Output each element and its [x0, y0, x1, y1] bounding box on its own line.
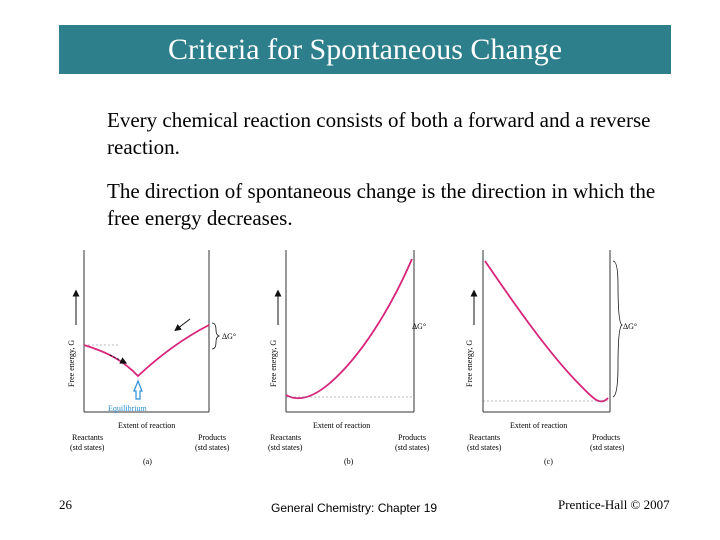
- panel-a-y-label: Free energy, G: [67, 340, 76, 387]
- panel-b-caption: (b): [344, 457, 354, 466]
- paragraph-spontaneous-direction: The direction of spontaneous change is t…: [107, 179, 656, 230]
- panel-c-products-std-label: (std states): [590, 443, 625, 452]
- panel-b-curve: [285, 258, 413, 400]
- panel-b-products-label: Products: [398, 433, 426, 442]
- panel-b-reactants-label: Reactants: [270, 433, 301, 442]
- panel-a-reactants-label: Reactants: [72, 433, 103, 442]
- panel-a-caption: (a): [143, 457, 152, 466]
- panel-c-products-label: Products: [592, 433, 620, 442]
- slide-title: Criteria for Spontaneous Change: [59, 25, 671, 74]
- panel-a: Free energy, G ΔG° Equilibrium Extent of…: [67, 250, 236, 466]
- panel-b-reactants-std-label: (std states): [268, 443, 303, 452]
- paragraph-forward-reverse: Every chemical reaction consists of both…: [107, 108, 651, 159]
- panel-a-descent-arrow-left: [109, 354, 128, 364]
- free-energy-diagrams: Free energy, G ΔG° Equilibrium Extent of…: [67, 250, 637, 466]
- equilibrium-label: Equilibrium: [108, 404, 147, 413]
- panel-c-reactants-label: Reactants: [469, 433, 500, 442]
- panel-b-delta-g-label: ΔG°: [412, 322, 426, 331]
- panel-c-reactants-std-label: (std states): [467, 443, 502, 452]
- panel-a-reactants-std-label: (std states): [70, 443, 105, 452]
- panel-a-delta-g-brace: [211, 322, 221, 350]
- panel-c-delta-g-label: ΔG°: [623, 322, 637, 331]
- panel-a-descent-arrow-right: [174, 318, 191, 332]
- panel-c-y-label: Free energy, G: [465, 340, 474, 387]
- panel-a-x-label: Extent of reaction: [118, 421, 175, 430]
- panel-b-x-label: Extent of reaction: [313, 421, 370, 430]
- panel-c: Free energy, G ΔG° Extent of reaction Re…: [465, 250, 637, 466]
- panel-c-curve: [484, 260, 609, 403]
- equilibrium-arrow-icon: [133, 379, 143, 400]
- panel-a-products-label: Products: [198, 433, 226, 442]
- panel-a-delta-g-label: ΔG°: [222, 332, 236, 341]
- footer-chapter: General Chemistry: Chapter 19: [271, 501, 438, 515]
- panel-c-caption: (c): [544, 457, 553, 466]
- panel-b: Free energy, G ΔG° Extent of reaction Re…: [268, 250, 430, 466]
- panel-a-curve: [83, 324, 210, 378]
- panel-b-products-std-label: (std states): [395, 443, 430, 452]
- panel-c-delta-g-brace: [612, 260, 623, 398]
- panel-c-x-label: Extent of reaction: [510, 421, 567, 430]
- slide-number: 26: [59, 497, 72, 512]
- panel-b-y-label: Free energy, G: [269, 340, 278, 387]
- footer-copyright: Prentice-Hall © 2007: [558, 497, 670, 512]
- panel-a-products-std-label: (std states): [195, 443, 230, 452]
